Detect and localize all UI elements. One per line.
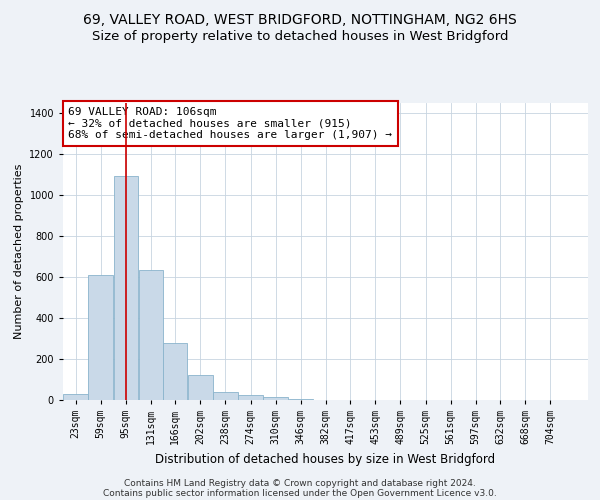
Bar [88,275,113,400]
Bar [113,176,138,400]
Text: 69, VALLEY ROAD, WEST BRIDGFORD, NOTTINGHAM, NG2 6HS: 69, VALLEY ROAD, WEST BRIDGFORD, NOTTING… [83,12,517,26]
Bar [238,395,263,400]
Text: Contains public sector information licensed under the Open Government Licence v3: Contains public sector information licen… [103,488,497,498]
X-axis label: Distribution of detached houses by size in West Bridgford: Distribution of detached houses by size … [155,452,496,466]
Text: Size of property relative to detached houses in West Bridgford: Size of property relative to detached ho… [92,30,508,43]
Bar [213,392,238,400]
Text: Contains HM Land Registry data © Crown copyright and database right 2024.: Contains HM Land Registry data © Crown c… [124,478,476,488]
Bar [188,376,212,400]
Bar [289,399,313,400]
Y-axis label: Number of detached properties: Number of detached properties [14,164,24,339]
Text: 69 VALLEY ROAD: 106sqm
← 32% of detached houses are smaller (915)
68% of semi-de: 69 VALLEY ROAD: 106sqm ← 32% of detached… [68,107,392,140]
Bar [263,397,288,400]
Bar [163,342,187,400]
Bar [139,270,163,400]
Bar [64,394,88,400]
